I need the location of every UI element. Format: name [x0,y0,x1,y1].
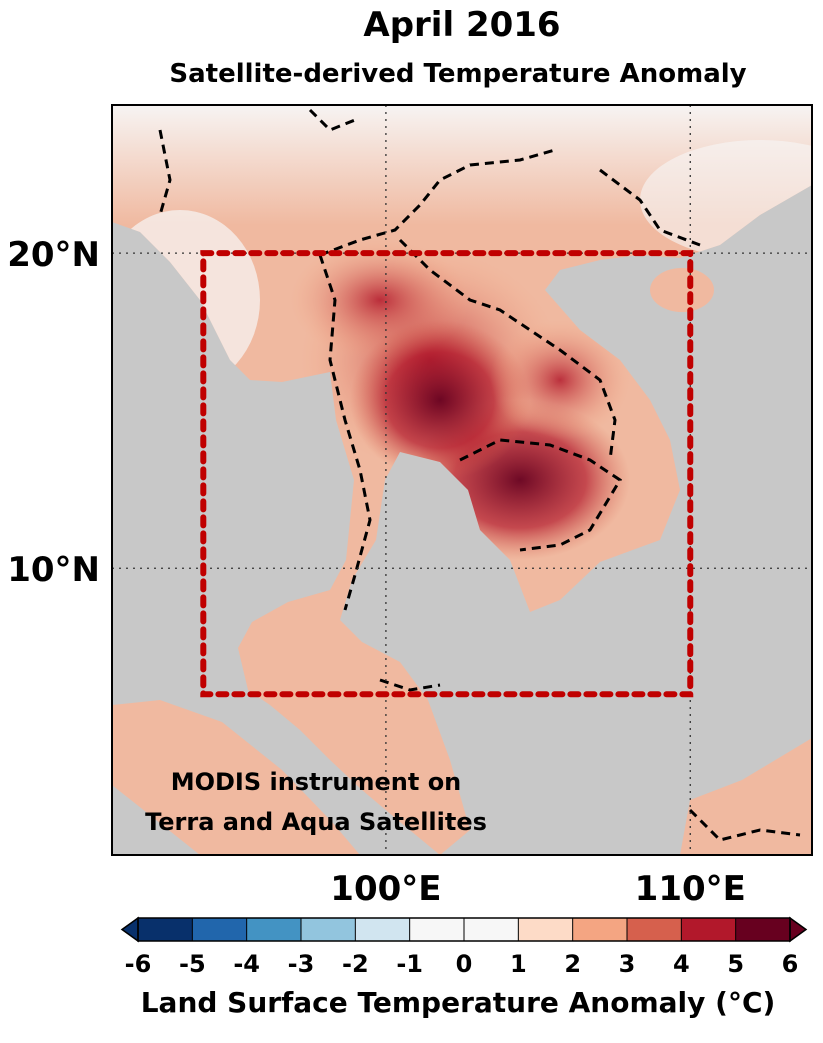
colorbar-tick-label: 4 [673,950,690,978]
colorbar-bin [735,918,790,941]
colorbar-label: Land Surface Temperature Anomaly (°C) [141,986,776,1019]
colorbar-bin [301,918,356,941]
colorbar-tick-label: -4 [233,950,260,978]
colorbar-bin [192,918,247,941]
map-frame [111,104,813,856]
colorbar-tick-label: -5 [179,950,206,978]
colorbar-bin [409,918,464,941]
lat-label: 20°N [7,235,100,275]
region-box-group [200,250,694,698]
colorbar-tick-label: -2 [342,950,369,978]
colorbar-bin [572,918,627,941]
borders [158,108,801,842]
colorbar-tick-label: 0 [456,950,473,978]
colorbar-tick-label: 1 [510,950,527,978]
axis-labels: 20°N 10°N 100°E 110°E [7,235,746,909]
colorbar-bin [681,918,736,941]
annotation-line: Terra and Aqua Satellites [145,808,487,836]
colorbar-tick-label: 5 [727,950,744,978]
colorbar-bin [246,918,301,941]
title: April 2016 [363,5,560,45]
colorbar-extend [120,916,139,943]
colorbar-bin [518,918,573,941]
lon-label: 110°E [635,869,746,909]
colorbar-tick-label: 6 [782,950,799,978]
lat-label: 10°N [7,550,100,590]
colorbar-tick-label: -6 [125,950,152,978]
colorbar: -6 -5 -4 -3 -2 -1 0 1 2 3 4 5 6 [120,916,808,978]
colorbar-bin [138,918,193,941]
map: MODIS instrument on Terra and Aqua Satel… [112,105,812,855]
lon-label: 100°E [330,869,441,909]
colorbar-tick-label: -1 [396,950,423,978]
colorbar-tick-label: -3 [288,950,315,978]
colorbar-extend [789,916,808,943]
colorbar-bin [627,918,682,941]
colorbar-bin [355,918,410,941]
colorbar-tick-label: 3 [619,950,636,978]
subtitle: Satellite-derived Temperature Anomaly [169,59,746,89]
annotation-line: MODIS instrument on [171,768,462,796]
colorbar-bin [464,918,519,941]
colorbar-tick-label: 2 [564,950,581,978]
region-box [200,250,694,698]
